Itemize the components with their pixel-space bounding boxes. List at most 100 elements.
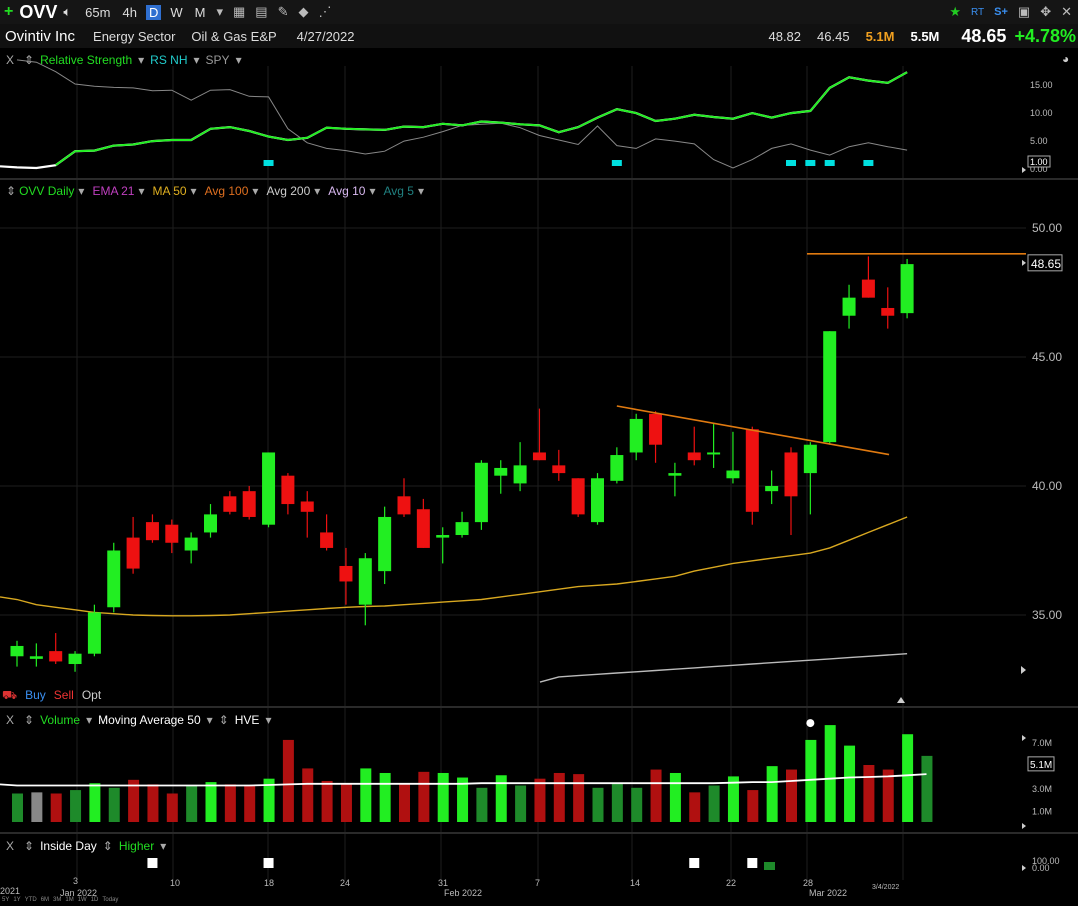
chevron-down-icon[interactable]: ▾ bbox=[86, 713, 93, 727]
inside-arrow-icon bbox=[1022, 865, 1026, 871]
trade-icon[interactable]: ⛟ bbox=[2, 688, 18, 702]
higher-marker bbox=[764, 862, 775, 870]
x-axis-label: 3/4/2022 bbox=[872, 884, 899, 891]
reorder-icon[interactable]: ⇕ bbox=[24, 839, 35, 853]
panel-divider[interactable] bbox=[0, 832, 1078, 834]
palette-icon[interactable]: ◕ bbox=[1062, 52, 1070, 66]
legend-item[interactable]: MA 50 bbox=[152, 184, 187, 198]
rs-nh-label[interactable]: RS NH bbox=[150, 53, 188, 67]
add-symbol-icon[interactable]: + bbox=[4, 3, 14, 20]
star-icon[interactable]: ★ bbox=[949, 4, 961, 19]
volume-close-button[interactable]: X bbox=[6, 713, 15, 727]
splus-icon[interactable]: S+ bbox=[994, 6, 1008, 18]
timeframe-W[interactable]: W bbox=[170, 4, 183, 20]
hve-label[interactable]: HVE bbox=[234, 713, 260, 727]
inside-day-title[interactable]: Inside Day bbox=[40, 839, 97, 853]
x-axis-label: Jan 2022 bbox=[60, 888, 97, 898]
candle-body bbox=[532, 452, 546, 461]
range-button[interactable]: 1M bbox=[65, 897, 74, 903]
chevron-down-icon[interactable]: ▾ bbox=[138, 53, 145, 67]
legend-item[interactable]: Avg 10 bbox=[328, 184, 366, 198]
legend-item[interactable]: EMA 21 bbox=[92, 184, 135, 198]
range-button[interactable]: 6M bbox=[40, 897, 50, 903]
chevron-down-icon[interactable]: ▾ bbox=[417, 184, 424, 198]
chevron-down-icon[interactable]: ▾ bbox=[138, 184, 145, 198]
reorder-icon[interactable]: ⇕ bbox=[24, 713, 35, 727]
chevron-down-icon[interactable]: ▾ bbox=[314, 184, 321, 198]
panel-divider[interactable] bbox=[0, 178, 1078, 180]
higher-label[interactable]: Higher bbox=[118, 839, 155, 853]
chevron-down-icon[interactable]: ▾ bbox=[252, 184, 259, 198]
last-price-tag-label: 48.65 bbox=[1031, 257, 1061, 271]
inside-close-button[interactable]: X bbox=[6, 839, 15, 853]
candle-body bbox=[687, 452, 701, 461]
range-button[interactable]: 1D bbox=[90, 897, 99, 903]
close-icon[interactable]: ✕ bbox=[1061, 4, 1072, 19]
candle-body bbox=[242, 491, 256, 517]
volume-title[interactable]: Volume bbox=[40, 713, 81, 727]
move-icon[interactable]: ✥ bbox=[1040, 4, 1052, 19]
chevron-down-icon[interactable]: ▾ bbox=[235, 53, 242, 67]
panel-divider[interactable] bbox=[0, 706, 1078, 708]
reorder-icon[interactable]: ⇕ bbox=[6, 184, 17, 198]
range-button[interactable]: Today bbox=[102, 897, 119, 903]
tag-icon[interactable]: ◆ bbox=[298, 4, 309, 19]
x-axis-label: Mar 2022 bbox=[809, 888, 847, 898]
volume-bar bbox=[553, 772, 565, 822]
chevron-down-icon[interactable]: ▾ bbox=[190, 184, 197, 198]
range-button[interactable]: 1Y bbox=[13, 897, 21, 903]
chevron-down-icon[interactable]: ▾ bbox=[193, 53, 200, 67]
timeframe-4h[interactable]: 4h bbox=[122, 4, 137, 20]
range-button[interactable]: 5Y bbox=[2, 897, 10, 903]
chart-type-icon[interactable]: ▦ bbox=[232, 4, 246, 19]
chevron-down-icon[interactable]: ▾ bbox=[160, 839, 167, 853]
symbol-label[interactable]: OVV bbox=[19, 1, 58, 22]
price-tick-label: 35.00 bbox=[1032, 608, 1062, 622]
chevron-down-icon[interactable]: ▾ bbox=[369, 184, 376, 198]
realtime-icon[interactable]: RT bbox=[970, 6, 985, 18]
reorder-icon[interactable]: ⇕ bbox=[24, 53, 35, 67]
sector-label[interactable]: Energy Sector bbox=[93, 28, 176, 44]
reorder-icon[interactable]: ⇕ bbox=[102, 839, 113, 853]
volume-tick-label: 7.0M bbox=[1032, 738, 1052, 748]
timeframe-M[interactable]: M bbox=[194, 4, 206, 20]
chevron-down-icon[interactable]: ▾ bbox=[216, 4, 223, 19]
timeframe-group: 65m 4h D W M bbox=[79, 4, 211, 20]
chevron-down-icon[interactable]: ▾ bbox=[206, 713, 213, 727]
range-button[interactable]: 1W bbox=[77, 897, 87, 903]
volume-tick-label: 1.0M bbox=[1032, 807, 1052, 817]
volume-bar bbox=[418, 771, 430, 822]
timeframe-D[interactable]: D bbox=[145, 4, 162, 20]
volume-ma-label[interactable]: Moving Average 50 bbox=[98, 713, 201, 727]
speaker-icon[interactable]: 🔈︎ bbox=[63, 4, 72, 19]
rs-compare-label[interactable]: SPY bbox=[205, 53, 230, 67]
rs-title[interactable]: Relative Strength bbox=[40, 53, 133, 67]
candle-body bbox=[707, 452, 721, 455]
pencil-icon[interactable]: ✎ bbox=[277, 4, 289, 19]
legend-item[interactable]: Avg 5 bbox=[383, 184, 414, 198]
share-icon[interactable]: ⋰ bbox=[318, 4, 332, 19]
timeframe-65m[interactable]: 65m bbox=[85, 4, 111, 20]
hve-marker bbox=[806, 719, 815, 728]
range-button[interactable]: YTD bbox=[24, 897, 37, 903]
layout-icon[interactable]: ▤ bbox=[255, 4, 268, 19]
range-button[interactable]: 3M bbox=[53, 897, 62, 903]
chevron-down-icon[interactable]: ▾ bbox=[265, 713, 272, 727]
volume-bar bbox=[592, 787, 604, 822]
legend-item[interactable]: Avg 100 bbox=[204, 184, 249, 198]
legend-item[interactable]: OVV Daily bbox=[19, 184, 75, 198]
volume-bar bbox=[689, 792, 701, 822]
company-name: Ovintiv Inc bbox=[5, 27, 76, 45]
rs-tag-label: 1.00 bbox=[1030, 157, 1048, 167]
save-icon[interactable]: ▣ bbox=[1017, 4, 1031, 19]
buy-button[interactable]: Buy bbox=[25, 688, 46, 702]
rs-close-button[interactable]: X bbox=[6, 53, 15, 67]
reorder-icon[interactable]: ⇕ bbox=[218, 713, 229, 727]
options-button[interactable]: Opt bbox=[81, 688, 102, 702]
range-buttons: 5Y 1Y YTD 6M 3M 1M 1W 1D Today bbox=[2, 897, 118, 903]
industry-label[interactable]: Oil & Gas E&P bbox=[191, 28, 277, 44]
sell-button[interactable]: Sell bbox=[53, 688, 74, 702]
legend-item[interactable]: Avg 200 bbox=[266, 184, 311, 198]
chevron-down-icon[interactable]: ▾ bbox=[78, 184, 85, 198]
